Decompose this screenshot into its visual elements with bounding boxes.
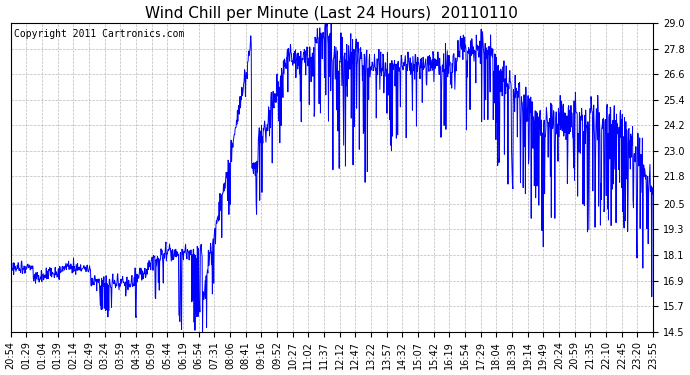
Title: Wind Chill per Minute (Last 24 Hours)  20110110: Wind Chill per Minute (Last 24 Hours) 20… [146, 6, 518, 21]
Text: Copyright 2011 Cartronics.com: Copyright 2011 Cartronics.com [14, 29, 184, 39]
